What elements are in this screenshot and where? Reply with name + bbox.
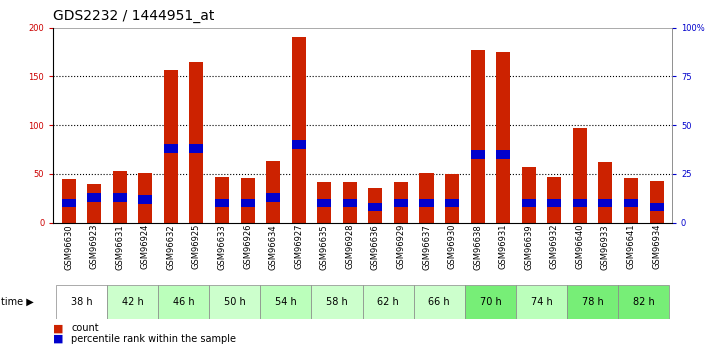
Bar: [189, 62, 203, 223]
Bar: [87, 193, 101, 201]
Bar: [113, 171, 127, 223]
Bar: [471, 150, 485, 159]
Text: 42 h: 42 h: [122, 297, 144, 307]
Text: GDS2232 / 1444951_at: GDS2232 / 1444951_at: [53, 9, 215, 23]
Bar: [209, 285, 260, 319]
Text: time ▶: time ▶: [1, 297, 34, 307]
Text: percentile rank within the sample: percentile rank within the sample: [71, 334, 236, 344]
Bar: [516, 285, 567, 319]
Bar: [343, 181, 357, 223]
Bar: [522, 167, 536, 223]
Text: 46 h: 46 h: [173, 297, 195, 307]
Bar: [445, 199, 459, 207]
Bar: [164, 144, 178, 153]
Text: 54 h: 54 h: [275, 297, 296, 307]
Bar: [215, 199, 229, 207]
Bar: [547, 199, 562, 207]
Bar: [215, 177, 229, 223]
Bar: [567, 285, 619, 319]
Bar: [496, 150, 510, 159]
Bar: [311, 285, 363, 319]
Text: 58 h: 58 h: [326, 297, 348, 307]
Bar: [292, 140, 306, 149]
Bar: [56, 285, 107, 319]
Bar: [394, 199, 408, 207]
Bar: [419, 199, 434, 207]
Text: 62 h: 62 h: [378, 297, 399, 307]
Text: 50 h: 50 h: [224, 297, 246, 307]
Text: 70 h: 70 h: [479, 297, 501, 307]
Bar: [547, 177, 562, 223]
Bar: [573, 128, 587, 223]
Text: ■: ■: [53, 334, 64, 344]
Bar: [368, 188, 383, 223]
Bar: [158, 285, 209, 319]
Bar: [394, 181, 408, 223]
Bar: [471, 50, 485, 223]
Bar: [113, 193, 127, 201]
Bar: [139, 173, 152, 223]
Text: 38 h: 38 h: [70, 297, 92, 307]
Bar: [266, 161, 280, 223]
Bar: [599, 199, 612, 207]
Bar: [164, 69, 178, 223]
Bar: [414, 285, 465, 319]
Bar: [62, 199, 75, 207]
Bar: [650, 181, 663, 223]
Bar: [317, 181, 331, 223]
Text: ■: ■: [53, 324, 64, 333]
Bar: [619, 285, 669, 319]
Bar: [624, 199, 638, 207]
Bar: [139, 195, 152, 204]
Bar: [650, 203, 663, 211]
Text: 74 h: 74 h: [530, 297, 552, 307]
Bar: [496, 52, 510, 223]
Bar: [599, 162, 612, 223]
Bar: [465, 285, 516, 319]
Bar: [240, 199, 255, 207]
Bar: [445, 174, 459, 223]
Bar: [624, 178, 638, 223]
Bar: [62, 179, 75, 223]
Bar: [292, 37, 306, 223]
Bar: [522, 199, 536, 207]
Text: 66 h: 66 h: [429, 297, 450, 307]
Bar: [107, 285, 158, 319]
Bar: [189, 144, 203, 153]
Bar: [363, 285, 414, 319]
Bar: [240, 178, 255, 223]
Bar: [266, 193, 280, 201]
Text: count: count: [71, 324, 99, 333]
Bar: [573, 199, 587, 207]
Bar: [419, 173, 434, 223]
Bar: [87, 184, 101, 223]
Text: 82 h: 82 h: [633, 297, 655, 307]
Bar: [343, 199, 357, 207]
Bar: [368, 203, 383, 211]
Bar: [317, 199, 331, 207]
Text: 78 h: 78 h: [582, 297, 604, 307]
Bar: [260, 285, 311, 319]
